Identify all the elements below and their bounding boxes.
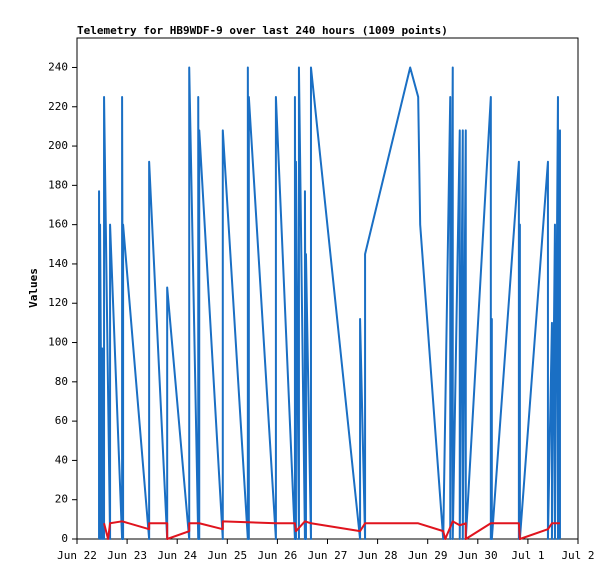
series-line (98, 66, 561, 540)
x-tick-label: Jun 27 (308, 549, 348, 562)
y-tick-label: 240 (48, 60, 68, 73)
x-tick-label: Jun 28 (358, 549, 398, 562)
y-tick-label: 40 (55, 453, 68, 466)
y-tick-label: 20 (55, 493, 68, 506)
x-tick-label: Jun 30 (458, 549, 498, 562)
y-tick-label: 200 (48, 139, 68, 152)
series-line (103, 520, 560, 540)
x-tick-label: Jul 2 (561, 549, 594, 562)
y-axis-label: Values (27, 268, 40, 308)
x-tick-label: Jun 24 (157, 549, 197, 562)
y-tick-label: 120 (48, 296, 68, 309)
x-tick-label: Jul 1 (511, 549, 544, 562)
x-tick-label: Jun 25 (207, 549, 247, 562)
y-tick-label: 180 (48, 178, 68, 191)
y-tick-label: 100 (48, 336, 68, 349)
y-tick-label: 220 (48, 100, 68, 113)
y-tick-label: 160 (48, 218, 68, 231)
y-tick-label: 60 (55, 414, 68, 427)
x-tick-label: Jun 22 (57, 549, 97, 562)
chart-title: Telemetry for HB9WDF-9 over last 240 hou… (77, 24, 448, 37)
y-tick-label: 140 (48, 257, 68, 270)
y-tick-label: 0 (61, 532, 68, 545)
y-tick-label: 80 (55, 375, 68, 388)
x-tick-label: Jun 29 (408, 549, 448, 562)
x-tick-label: Jun 26 (258, 549, 298, 562)
x-tick-label: Jun 23 (107, 549, 147, 562)
